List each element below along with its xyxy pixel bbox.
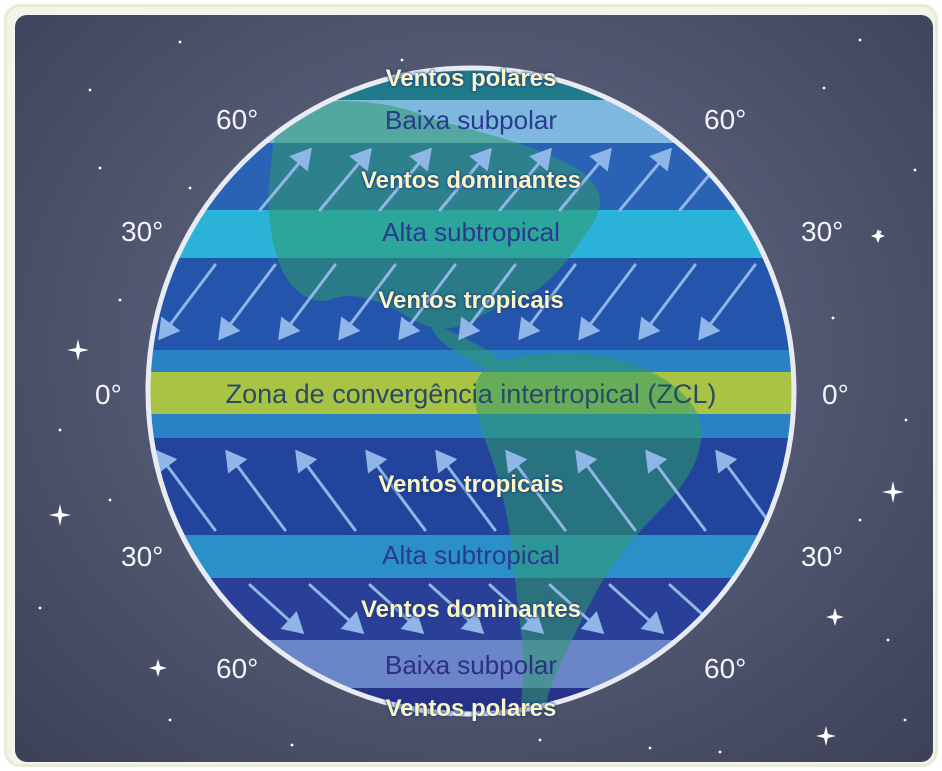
north-westerly-arrow — [318, 147, 372, 212]
north-subtropical-high-label: Alta subtropical — [382, 217, 560, 247]
star-sparkle-icon — [871, 229, 885, 243]
south-polar-winds-label: Ventos polares — [385, 695, 557, 722]
subtropical-band-south — [148, 535, 794, 578]
star-dot — [188, 186, 192, 190]
latitude-south-60-right: 60° — [704, 653, 747, 684]
star-dot — [831, 316, 835, 320]
north-trade-wind-arrow — [698, 263, 757, 341]
transition-band-south — [148, 414, 794, 438]
latitude-south-60-left: 60° — [216, 653, 259, 684]
latitude-south-30-left: 30° — [121, 541, 164, 572]
south-trade-wind-arrow — [365, 449, 427, 532]
south-subtropical-high-label: Alta subtropical — [382, 540, 560, 570]
north-subpolar-low-label: Baixa subpolar — [385, 105, 557, 135]
north-trade-wind-arrow — [278, 263, 337, 341]
south-westerly-arrow — [428, 583, 485, 635]
north-westerly-arrow — [378, 147, 432, 212]
star-dot — [904, 418, 908, 422]
south-trade-wind-arrow — [295, 449, 357, 532]
stars — [38, 38, 917, 754]
star-dot — [38, 606, 42, 610]
north-tropical-winds-label: Ventos tropicais — [378, 287, 564, 314]
star-dot — [913, 168, 917, 172]
star-dot — [58, 428, 62, 432]
south-westerly-arrow — [308, 583, 365, 635]
latitude-north-30-left: 30° — [121, 216, 164, 247]
south-trade-wind-arrow — [575, 449, 637, 532]
star-dot — [903, 718, 907, 722]
globe-rim — [145, 65, 797, 717]
star-dot — [538, 738, 542, 742]
star-dot — [108, 498, 112, 502]
star-dot — [118, 298, 122, 302]
star-dot — [290, 743, 294, 747]
star-sparkle-icon — [826, 608, 844, 626]
star-dot — [886, 638, 890, 642]
star-dot — [168, 718, 172, 722]
star-sparkle-icon — [816, 726, 836, 746]
star-dot — [858, 38, 862, 42]
star-sparkle-icon — [149, 659, 167, 677]
south-dominant-winds-label: Ventos dominantes — [360, 596, 582, 623]
north-trade-wind-arrow — [218, 263, 277, 341]
south-trade-wind-arrow — [225, 449, 287, 532]
north-trade-wind-arrow — [398, 263, 457, 341]
north-westerly-arrow — [438, 147, 492, 212]
north-dominant-winds-label: Ventos dominantes — [360, 167, 582, 194]
wind-arrows — [155, 147, 777, 635]
north-westerly-arrow — [258, 147, 312, 212]
latitude-equator-left: 0° — [95, 379, 122, 410]
latitude-south-30-right: 30° — [801, 541, 844, 572]
star-dot — [88, 88, 92, 92]
north-trade-wind-arrow — [338, 263, 397, 341]
south-trade-wind-arrow — [155, 449, 217, 532]
north-polar-winds-label: Ventos polares — [385, 65, 557, 92]
north-trade-wind-arrow — [638, 263, 697, 341]
star-dot — [858, 518, 862, 522]
star-dot — [822, 86, 826, 90]
south-trade-wind-arrow — [645, 449, 707, 532]
star-dot — [648, 746, 652, 750]
north-trade-wind-arrow — [458, 263, 517, 341]
star-dot — [718, 750, 722, 754]
north-westerly-arrow — [618, 147, 672, 212]
south-westerly-arrow — [488, 583, 545, 635]
latitude-north-30-right: 30° — [801, 216, 844, 247]
south-westerly-arrow — [608, 583, 665, 635]
north-trade-wind-arrow — [158, 263, 217, 341]
north-trade-wind-arrow — [578, 263, 637, 341]
star-dot — [98, 166, 102, 170]
south-westerly-arrow — [368, 583, 425, 635]
central-america-land — [430, 322, 508, 378]
north-trade-wind-arrow — [518, 263, 577, 341]
south-westerly-arrow — [248, 583, 305, 635]
latitude-north-60-left: 60° — [216, 104, 259, 135]
latitude-equator-right: 0° — [822, 379, 849, 410]
north-westerly-arrow — [498, 147, 552, 212]
star-dot — [178, 40, 182, 44]
star-sparkle-icon — [67, 339, 89, 361]
south-subpolar-low-label: Baixa subpolar — [385, 650, 557, 680]
latitude-north-60-right: 60° — [704, 104, 747, 135]
star-dot — [400, 58, 404, 62]
south-trade-wind-arrow — [715, 449, 777, 532]
itcz-label: Zona de convergência intertropical (ZCL) — [225, 379, 717, 409]
star-sparkle-icon — [882, 481, 904, 503]
star-sparkle-icon — [49, 504, 71, 526]
south-trade-wind-arrow — [505, 449, 567, 532]
north-westerly-arrow — [558, 147, 612, 212]
south-tropical-winds-label: Ventos tropicais — [378, 471, 564, 498]
south-westerly-arrow — [548, 583, 605, 635]
south-trade-wind-arrow — [435, 449, 497, 532]
